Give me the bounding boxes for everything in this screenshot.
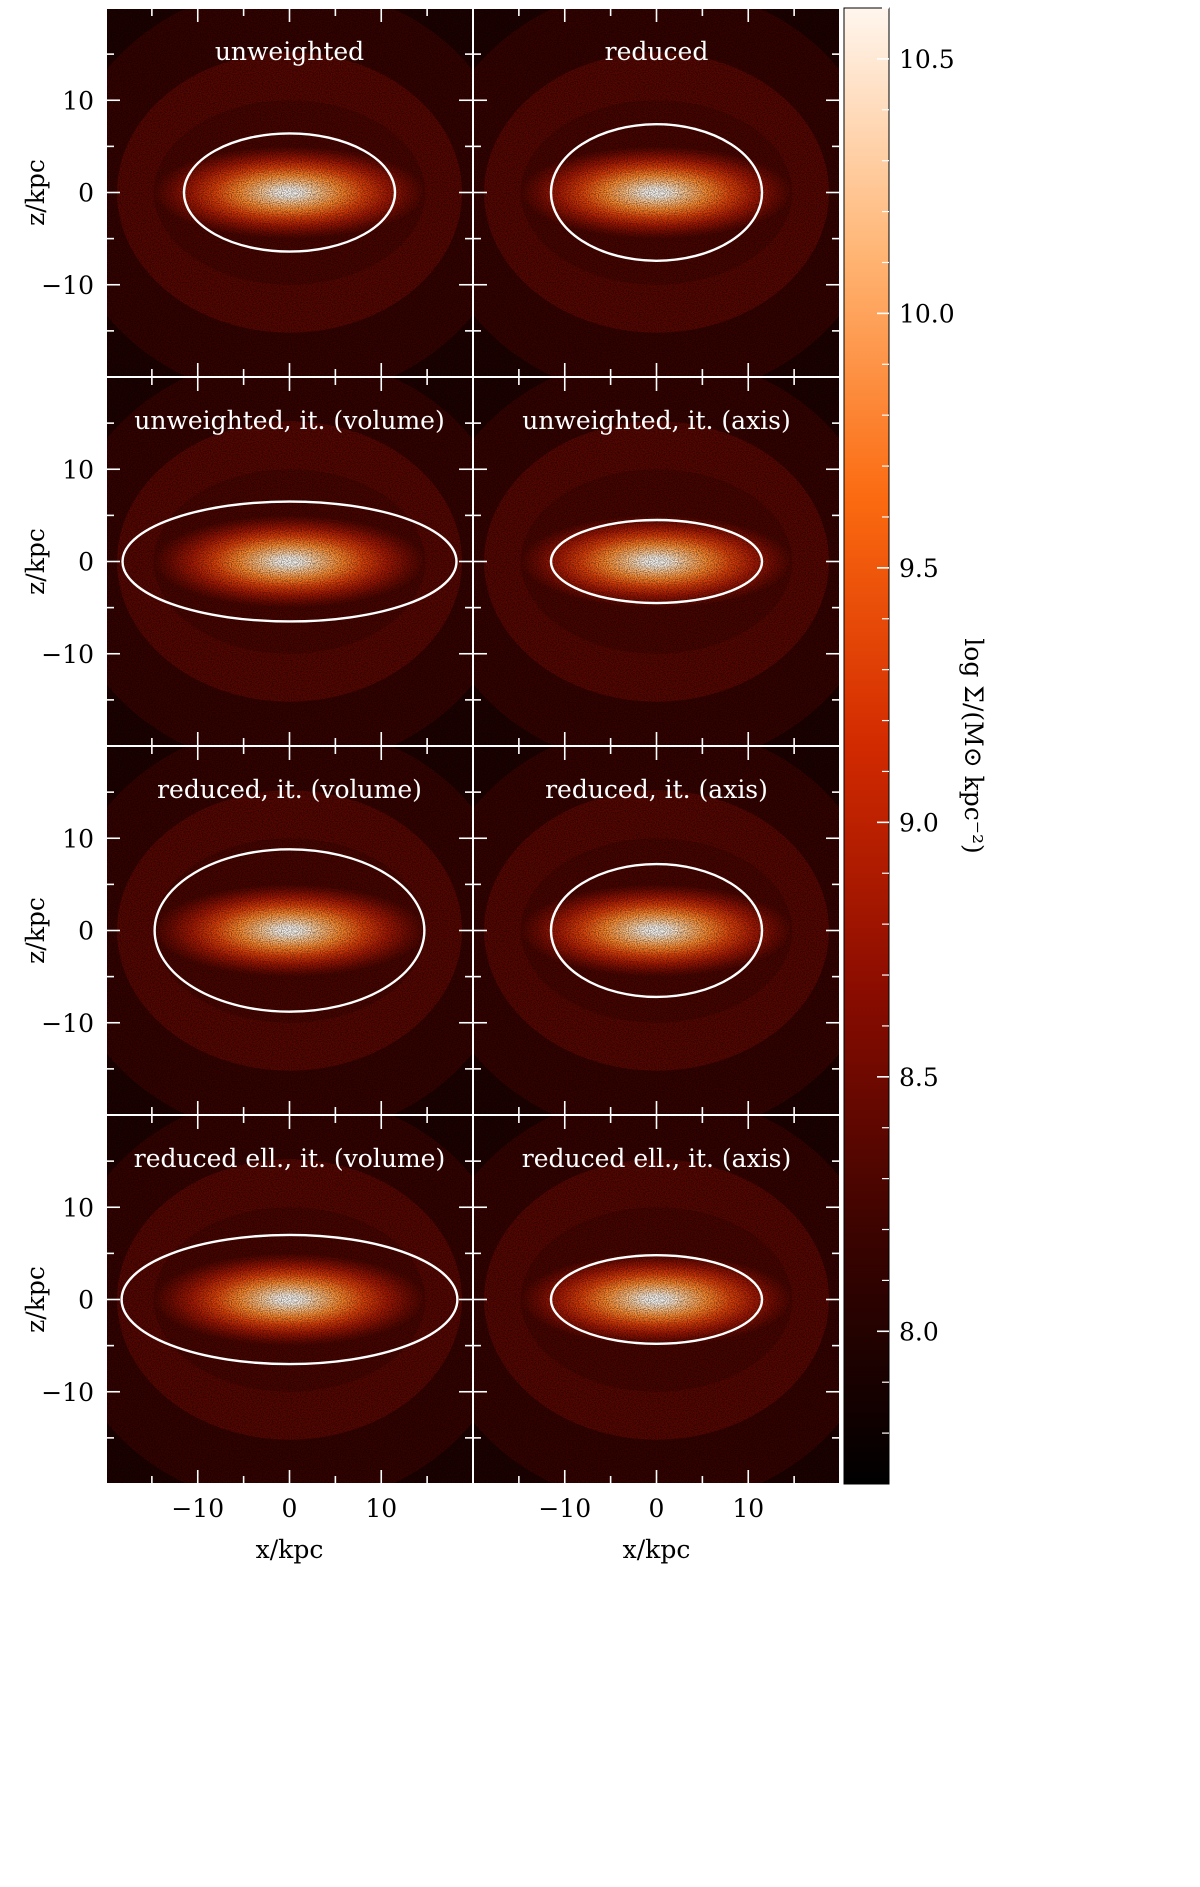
y-axis-label: z/kpc	[21, 897, 50, 964]
x-tick-label: 0	[282, 1494, 298, 1523]
panel-title: unweighted, it. (volume)	[134, 406, 444, 435]
panel-title: reduced, it. (volume)	[157, 775, 422, 804]
y-axis-label: z/kpc	[21, 159, 50, 226]
colorbar-tick-label: 10.5	[899, 45, 955, 74]
x-axis-label: x/kpc	[256, 1535, 324, 1564]
heatmap-noise	[106, 8, 473, 377]
y-tick-label: −10	[41, 1009, 94, 1038]
heatmap-noise	[106, 377, 473, 746]
panel-title: reduced ell., it. (axis)	[522, 1144, 792, 1173]
heatmap-panel-1: unweighted 10 0 −10 z/kpc	[21, 7, 474, 378]
heatmap-noise	[473, 746, 840, 1115]
y-tick-label: 10	[62, 455, 94, 484]
y-tick-label: 0	[78, 179, 94, 208]
fitted-ellipse	[121, 500, 458, 623]
y-tick-label: −10	[41, 1378, 94, 1407]
y-axis-label: z/kpc	[21, 1266, 50, 1333]
fitted-ellipse	[182, 132, 397, 253]
panel-image	[106, 377, 473, 746]
panel-image	[473, 377, 840, 746]
fitted-ellipse	[549, 1254, 764, 1345]
tick-marks	[106, 377, 473, 746]
x-tick-label: −10	[538, 1494, 591, 1523]
colorbar-tick-label: 10.0	[899, 299, 955, 328]
x-axis-label: x/kpc	[623, 1535, 691, 1564]
colorbar-frame	[843, 7, 890, 1485]
panel-image	[473, 746, 840, 1115]
panel-title: unweighted, it. (axis)	[522, 406, 791, 435]
y-tick-label: 0	[78, 1286, 94, 1315]
heatmap-noise	[473, 1115, 840, 1484]
x-tick-label: −10	[171, 1494, 224, 1523]
colorbar-tick-label: 9.5	[899, 554, 939, 583]
tick-marks	[473, 8, 840, 377]
heatmap-panel-5: reduced, it. (volume) 10 0 −10 z/kpc	[21, 745, 474, 1116]
x-tick-label: 10	[732, 1494, 764, 1523]
panel-title: reduced	[605, 37, 709, 66]
y-tick-label: 10	[62, 1193, 94, 1222]
heatmap-panel-3: unweighted, it. (volume) 10 0 −10 z/kpc	[21, 376, 474, 747]
colorbar-label: log Σ/(M⊙ kpc⁻²)	[959, 638, 988, 853]
panel-title: reduced, it. (axis)	[545, 775, 768, 804]
heatmap-panel-2: reduced	[472, 7, 841, 378]
fitted-ellipse	[153, 848, 426, 1013]
x-tick-label: 10	[365, 1494, 397, 1523]
panel-title: reduced ell., it. (volume)	[134, 1144, 445, 1173]
fitted-ellipse	[549, 518, 764, 605]
panel-image	[473, 1115, 840, 1484]
y-tick-label: −10	[41, 271, 94, 300]
colorbar: 8.0 8.5 9.0 9.5 10.0 10.5 log Σ/(M⊙ kpc⁻²)	[843, 7, 988, 1485]
panel-title: unweighted	[215, 37, 364, 66]
colorbar-tick-label: 8.5	[899, 1063, 939, 1092]
heatmap-panel-6: reduced, it. (axis)	[472, 745, 841, 1116]
panel-grid: unweighted 10 0 −10 z/kpc reduced unweighted, …	[21, 7, 841, 1564]
panel-image	[473, 8, 840, 377]
heatmap-panel-4: unweighted, it. (axis)	[472, 376, 841, 747]
y-axis-label: z/kpc	[21, 528, 50, 595]
heatmap-panel-7: reduced ell., it. (volume) 10 0 −10 −10 0 10 z/…	[21, 1114, 474, 1564]
y-tick-label: 0	[78, 917, 94, 946]
panel-image	[106, 746, 473, 1115]
tick-marks	[473, 1115, 840, 1484]
tick-marks	[106, 746, 473, 1115]
colorbar-gradient	[844, 8, 889, 1484]
tick-marks	[106, 8, 473, 377]
heatmap-panel-8: reduced ell., it. (axis) −10 0 10 x/kpc	[472, 1114, 841, 1564]
y-tick-label: −10	[41, 640, 94, 669]
panel-image	[106, 1115, 473, 1484]
fitted-ellipse	[549, 123, 764, 262]
heatmap-noise	[106, 746, 473, 1115]
colorbar-tick-label: 8.0	[899, 1317, 939, 1346]
y-tick-label: 10	[62, 824, 94, 853]
heatmap-noise	[473, 8, 840, 377]
x-tick-label: 0	[649, 1494, 665, 1523]
panel-image	[106, 8, 473, 377]
tick-marks	[473, 746, 840, 1115]
heatmap-noise	[106, 1115, 473, 1484]
fitted-ellipse	[549, 862, 764, 999]
tick-marks	[106, 1115, 473, 1484]
y-tick-label: 0	[78, 548, 94, 577]
tick-marks	[473, 377, 840, 746]
colorbar-tick-label: 9.0	[899, 808, 939, 837]
y-tick-label: 10	[62, 86, 94, 115]
heatmap-noise	[473, 377, 840, 746]
fitted-ellipse	[120, 1233, 459, 1366]
